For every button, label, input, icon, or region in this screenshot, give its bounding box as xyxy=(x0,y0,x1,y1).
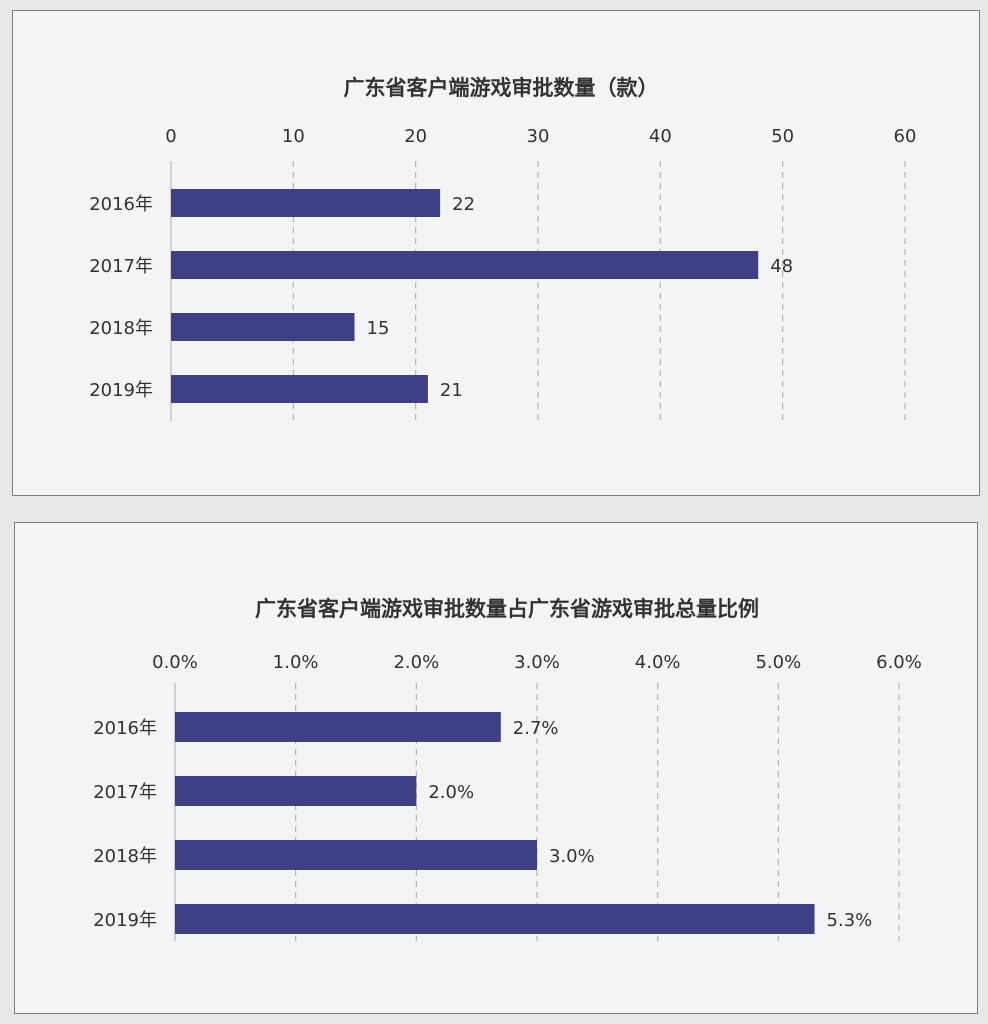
bar xyxy=(175,776,417,806)
tick-label: 1.0% xyxy=(273,652,319,673)
approval-share-bar-chart: 广东省客户端游戏审批数量占广东省游戏审批总量比例 0.0% 1.0% 2.0% 3.0… xyxy=(93,597,922,941)
tick-label: 30 xyxy=(527,126,550,147)
category-label: 2018年 xyxy=(89,318,153,339)
category-label: 2017年 xyxy=(89,256,153,277)
category-label: 2018年 xyxy=(93,846,157,867)
tick-label: 3.0% xyxy=(514,652,560,673)
chart-panel-approval-share: 广东省客户端游戏审批数量占广东省游戏审批总量比例 0.0% 1.0% 2.0% 3.0… xyxy=(14,522,978,1014)
data-label: 2.0% xyxy=(428,782,474,803)
approval-count-bar-chart: 广东省客户端游戏审批数量（款） 0 10 20 30 40 50 60 2016年 22 2017… xyxy=(89,76,917,421)
tick-label: 20 xyxy=(404,126,427,147)
data-label: 3.0% xyxy=(549,846,595,867)
bar xyxy=(171,375,428,403)
data-label: 15 xyxy=(367,318,390,339)
bar xyxy=(175,712,501,742)
tick-label: 2.0% xyxy=(393,652,439,673)
chart-title: 广东省客户端游戏审批数量（款） xyxy=(344,76,659,100)
category-label: 2016年 xyxy=(93,718,157,739)
category-label: 2019年 xyxy=(93,910,157,931)
category-label: 2019年 xyxy=(89,380,153,401)
tick-label: 6.0% xyxy=(876,652,922,673)
chart-title: 广东省客户端游戏审批数量占广东省游戏审批总量比例 xyxy=(255,597,759,621)
data-label: 5.3% xyxy=(827,910,873,931)
tick-label: 50 xyxy=(771,126,794,147)
tick-label: 0.0% xyxy=(152,652,198,673)
tick-label: 40 xyxy=(649,126,672,147)
tick-label: 5.0% xyxy=(755,652,801,673)
tick-label: 0 xyxy=(165,126,176,147)
bar xyxy=(171,251,759,279)
tick-label: 4.0% xyxy=(635,652,681,673)
tick-label: 60 xyxy=(894,126,917,147)
data-label: 22 xyxy=(452,194,475,215)
tick-label: 10 xyxy=(282,126,305,147)
bar xyxy=(175,904,815,934)
data-label: 48 xyxy=(770,256,793,277)
chart-panel-approval-count: 广东省客户端游戏审批数量（款） 0 10 20 30 40 50 60 2016年 22 2017… xyxy=(12,10,980,496)
bar xyxy=(171,189,441,217)
data-label: 21 xyxy=(440,380,463,401)
category-label: 2016年 xyxy=(89,194,153,215)
bar xyxy=(175,840,537,870)
bar xyxy=(171,313,355,341)
category-label: 2017年 xyxy=(93,782,157,803)
data-label: 2.7% xyxy=(513,718,559,739)
